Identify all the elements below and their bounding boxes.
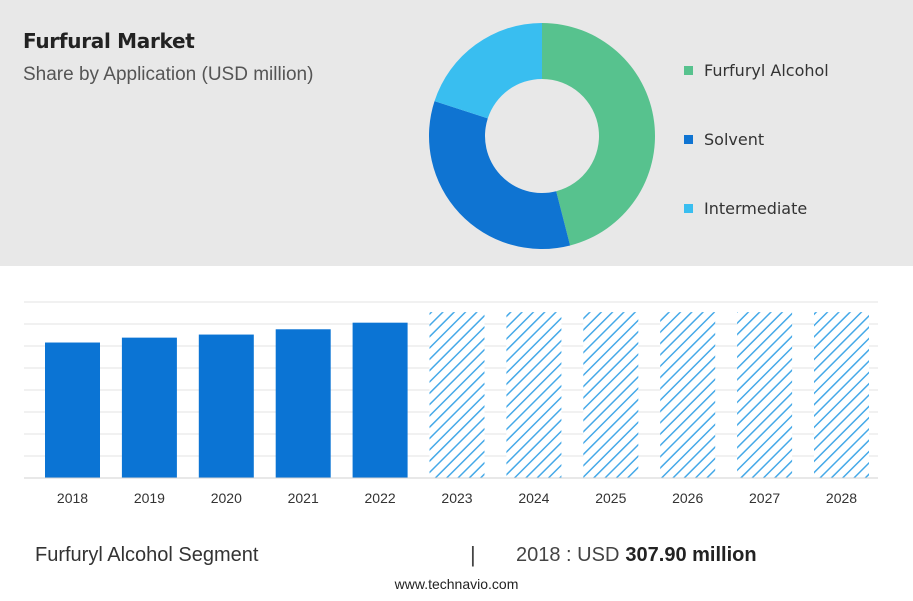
tick-label-2023: 2023 xyxy=(441,490,472,506)
bar-2023 xyxy=(429,312,485,478)
legend-swatch-furfuryl-alcohol xyxy=(684,65,693,75)
donut-slice-furfuryl-alcohol xyxy=(542,23,656,246)
legend-item-intermediate: Intermediate xyxy=(684,196,829,220)
bar-2020 xyxy=(198,334,254,478)
bar-chart: 2018 2019 2020 2021 2022 2023 2024 2025 2026 2027… xyxy=(24,301,878,506)
legend-label-solvent: Solvent xyxy=(704,129,765,149)
bar-2024 xyxy=(506,312,562,478)
tick-label-2027: 2027 xyxy=(749,490,780,506)
segment-value-number: 307.90 million xyxy=(625,544,757,566)
legend-item-furfuryl-alcohol: Furfuryl Alcohol xyxy=(684,58,829,82)
donut-chart xyxy=(429,23,656,249)
chart-subtitle: Share by Application (USD million) xyxy=(23,64,314,85)
tick-label-2026: 2026 xyxy=(672,490,703,506)
bar-2021 xyxy=(275,329,331,478)
segment-value-label: 2018 : USD xyxy=(516,544,620,566)
bar-2018 xyxy=(45,342,100,478)
tick-label-2024: 2024 xyxy=(518,490,549,506)
bar-2025 xyxy=(583,312,639,478)
bar-2026 xyxy=(660,312,716,478)
segment-label: Furfuryl Alcohol Segment xyxy=(35,544,259,566)
tick-label-2020: 2020 xyxy=(211,490,242,506)
donut-slice-solvent xyxy=(429,101,571,249)
legend-swatch-intermediate xyxy=(684,203,693,213)
tick-label-2022: 2022 xyxy=(365,490,396,506)
tick-label-2019: 2019 xyxy=(134,490,165,506)
chart-title: Furfural Market xyxy=(23,29,195,53)
bar-2028 xyxy=(814,312,869,478)
bar-2027 xyxy=(737,312,793,478)
donut-legend: Furfuryl Alcohol Solvent Intermediate xyxy=(684,58,829,220)
tick-label-2028: 2028 xyxy=(826,490,857,506)
tick-label-2021: 2021 xyxy=(288,490,319,506)
tick-label-2018: 2018 xyxy=(57,490,88,506)
bar-2019 xyxy=(121,337,177,478)
legend-item-solvent: Solvent xyxy=(684,127,829,151)
donut-slice-intermediate xyxy=(434,23,542,119)
legend-label-intermediate: Intermediate xyxy=(704,198,808,218)
bar-2022 xyxy=(352,322,408,478)
tick-label-2025: 2025 xyxy=(595,490,626,506)
segment-value: 2018 : USD 307.90 million xyxy=(516,544,757,567)
legend-label-furfuryl-alcohol: Furfuryl Alcohol xyxy=(704,60,829,80)
website-link[interactable]: www.technavio.com xyxy=(394,576,519,592)
legend-swatch-solvent xyxy=(684,134,693,144)
footer-divider: | xyxy=(470,542,476,567)
